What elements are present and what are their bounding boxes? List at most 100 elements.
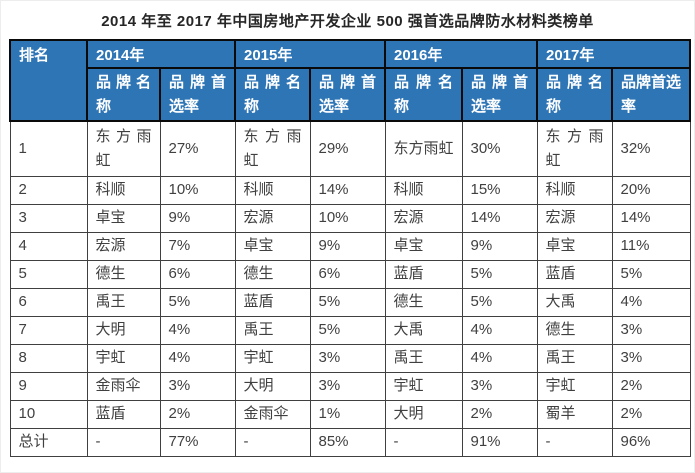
rank-cell: 总计	[9, 427, 88, 457]
page-title: 2014 年至 2017 年中国房地产开发企业 500 强首选品牌防水材料类榜单	[101, 13, 594, 30]
brand-cell: 科顺	[86, 175, 161, 205]
brand-cell: -	[536, 427, 613, 457]
rank-cell: 1	[9, 120, 88, 177]
table-header: 排名 2014年 2015年 2016年 2017年 品牌名称 品牌首选率 品牌…	[9, 39, 691, 122]
rate-cell: 6%	[309, 259, 386, 289]
brand-cell: -	[384, 427, 463, 457]
year-header-2015: 2015年	[234, 39, 386, 69]
brand-cell: 科顺	[234, 175, 311, 205]
year-header-row: 排名 2014年 2015年 2016年 2017年	[9, 39, 691, 122]
brand-cell: 德生	[384, 287, 463, 317]
rate-cell: 77%	[159, 427, 236, 457]
rate-cell: 3%	[611, 315, 691, 345]
rank-cell: 2	[9, 175, 88, 205]
brand-cell: 德生	[234, 259, 311, 289]
ranking-table: 排名 2014年 2015年 2016年 2017年 品牌名称 品牌首选率 品牌…	[9, 39, 691, 457]
brand-cell: 禹王	[86, 287, 161, 317]
brand-rate-header: 品牌首选率	[611, 67, 691, 122]
rate-cell: 2%	[461, 399, 538, 429]
brand-cell: 宏源	[384, 203, 463, 233]
brand-cell: 禹王	[536, 343, 613, 373]
brand-cell: 金雨伞	[86, 371, 161, 401]
rate-cell: 4%	[611, 287, 691, 317]
brand-cell: 德生	[536, 315, 613, 345]
brand-cell: 大明	[234, 371, 311, 401]
brand-cell: 蓝盾	[86, 399, 161, 429]
brand-cell: 宏源	[234, 203, 311, 233]
table-row: 4 宏源 7% 卓宝 9% 卓宝 9% 卓宝 11%	[9, 231, 691, 261]
brand-cell: 德生	[86, 259, 161, 289]
rate-cell: 91%	[461, 427, 538, 457]
table-row: 总计 -77% -85% -91% -96%	[9, 427, 691, 457]
brand-cell: 卓宝	[384, 231, 463, 261]
rank-cell: 9	[9, 371, 88, 401]
table-row: 3 卓宝 9% 宏源 10% 宏源 14% 宏源 14%	[9, 203, 691, 233]
brand-name-header: 品牌名称	[234, 67, 311, 122]
brand-rate-header: 品牌首选率	[159, 67, 236, 122]
rate-cell: 10%	[309, 203, 386, 233]
rate-cell: 6%	[159, 259, 236, 289]
brand-cell: 宏源	[536, 203, 613, 233]
brand-rate-header: 品牌首选率	[309, 67, 386, 122]
table-row: 8 宇虹 4% 宇虹 3% 禹王 4% 禹王 3%	[9, 343, 691, 373]
table-row: 1 东方雨虹 27% 东方雨虹 29% 东方雨虹 30% 东方雨虹 32%	[9, 120, 691, 177]
brand-cell: -	[234, 427, 311, 457]
brand-cell: 蓝盾	[234, 287, 311, 317]
table-row: 6 禹王 5% 蓝盾 5% 德生 5% 大禹 4%	[9, 287, 691, 317]
rate-cell: 14%	[461, 203, 538, 233]
brand-cell: 禹王	[384, 343, 463, 373]
brand-cell: 宇虹	[234, 343, 311, 373]
brand-cell: 蓝盾	[536, 259, 613, 289]
brand-cell: 大明	[86, 315, 161, 345]
year-header-2016: 2016年	[384, 39, 538, 69]
rate-cell: 3%	[159, 371, 236, 401]
rate-cell: 9%	[461, 231, 538, 261]
rate-cell: 5%	[461, 287, 538, 317]
rank-cell: 10	[9, 399, 88, 429]
brand-cell: 东方雨虹	[234, 120, 311, 177]
rank-cell: 7	[9, 315, 88, 345]
brand-cell: 宇虹	[384, 371, 463, 401]
rate-cell: 5%	[611, 259, 691, 289]
brand-name-header: 品牌名称	[86, 67, 161, 122]
rate-cell: 4%	[159, 315, 236, 345]
brand-cell: 蜀羊	[536, 399, 613, 429]
brand-cell: 大禹	[384, 315, 463, 345]
rank-cell: 5	[9, 259, 88, 289]
rate-cell: 14%	[611, 203, 691, 233]
rate-cell: 5%	[461, 259, 538, 289]
table-row: 7 大明 4% 禹王 5% 大禹 4% 德生 3%	[9, 315, 691, 345]
rate-cell: 5%	[309, 287, 386, 317]
table-row: 9 金雨伞 3% 大明 3% 宇虹 3% 宇虹 2%	[9, 371, 691, 401]
rate-cell: 2%	[159, 399, 236, 429]
year-header-2017: 2017年	[536, 39, 691, 69]
rate-cell: 4%	[461, 315, 538, 345]
rate-cell: 96%	[611, 427, 691, 457]
rate-cell: 3%	[309, 343, 386, 373]
rate-cell: 85%	[309, 427, 386, 457]
rate-cell: 9%	[159, 203, 236, 233]
rank-cell: 8	[9, 343, 88, 373]
rate-cell: 32%	[611, 120, 691, 177]
brand-cell: 大禹	[536, 287, 613, 317]
rank-cell: 4	[9, 231, 88, 261]
year-header-2014: 2014年	[86, 39, 236, 69]
rate-cell: 5%	[159, 287, 236, 317]
brand-cell: 蓝盾	[384, 259, 463, 289]
sub-header-row: 品牌名称 品牌首选率 品牌名称 品牌首选率 品牌名称 品牌首选率 品牌名称 品牌…	[10, 67, 691, 122]
rate-cell: 3%	[461, 371, 538, 401]
brand-cell: 东方雨虹	[536, 120, 613, 177]
brand-cell: 宇虹	[536, 371, 613, 401]
rank-cell: 3	[9, 203, 88, 233]
rate-cell: 15%	[461, 175, 538, 205]
brand-cell: 宇虹	[86, 343, 161, 373]
rank-column-header: 排名	[9, 39, 88, 122]
brand-cell: 科顺	[384, 175, 463, 205]
brand-cell: 金雨伞	[234, 399, 311, 429]
brand-name-header: 品牌名称	[536, 67, 613, 122]
brand-name-header: 品牌名称	[384, 67, 463, 122]
rate-cell: 14%	[309, 175, 386, 205]
brand-rate-header: 品牌首选率	[461, 67, 538, 122]
table-row: 10 蓝盾 2% 金雨伞 1% 大明 2% 蜀羊 2%	[9, 399, 691, 429]
rate-cell: 4%	[461, 343, 538, 373]
